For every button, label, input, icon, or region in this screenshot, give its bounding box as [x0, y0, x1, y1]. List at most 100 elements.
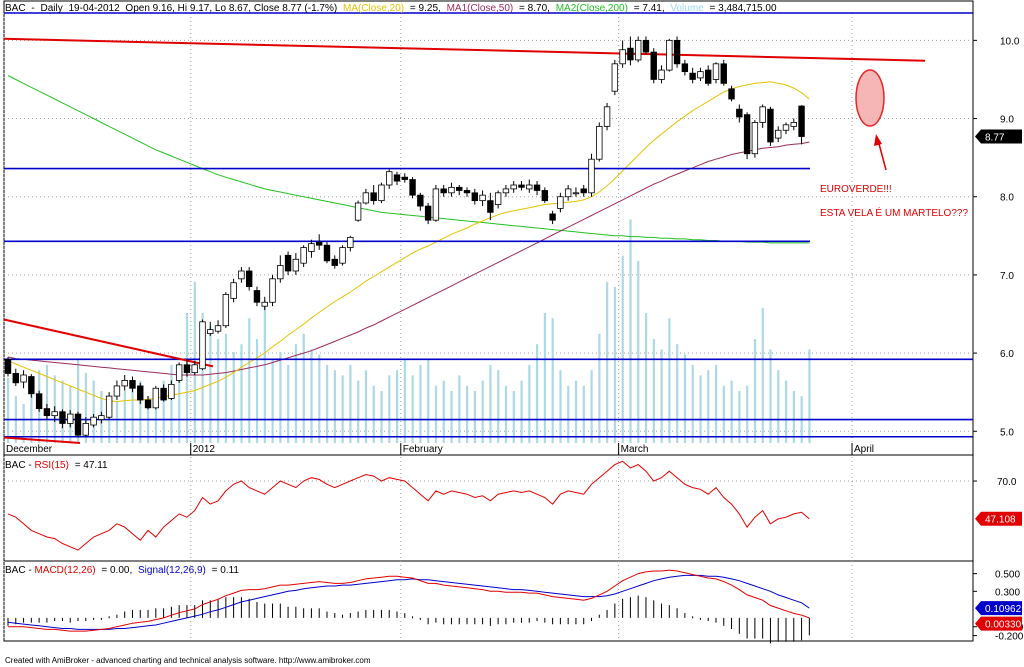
trend-lines: [3, 37, 926, 444]
candle-down: [137, 385, 144, 401]
macd-histogram-bar: [380, 609, 382, 618]
macd-tick-label: -0.200: [995, 632, 1024, 643]
volume-bar: [567, 385, 570, 443]
volume-bar: [582, 385, 585, 443]
volume-bar: [520, 380, 523, 443]
header-volume-label: Volume: [670, 3, 704, 14]
macd-histogram-bar: [248, 598, 250, 618]
candle-up: [526, 184, 533, 190]
macd-histogram-bar: [404, 613, 406, 618]
candle-down: [28, 376, 35, 395]
macd-histogram-bar: [723, 617, 725, 626]
volume-bar: [691, 365, 694, 443]
rsi-header-label: RSI(15): [34, 460, 68, 471]
volume-bar: [676, 344, 679, 443]
volume-bar: [551, 318, 554, 443]
macd-histogram-bar: [520, 617, 522, 623]
volume-bar: [644, 313, 648, 443]
candle-up: [121, 380, 128, 387]
volume-bar: [808, 349, 811, 443]
macd-histogram-bar: [373, 609, 375, 618]
candle-down: [471, 192, 478, 202]
volume-bar: [536, 344, 539, 443]
volume-bar: [255, 339, 259, 443]
macd-histogram-bar: [466, 617, 468, 625]
date-axis-label: February: [403, 444, 443, 455]
candle-up: [222, 294, 230, 327]
volume-bar: [792, 391, 795, 443]
red-trendline: [3, 318, 214, 368]
macd-histogram-bar: [287, 606, 289, 618]
candle-up: [191, 364, 198, 374]
volume-bar: [185, 313, 189, 443]
volume-bar: [162, 380, 165, 443]
macd-histogram-bar: [61, 617, 63, 622]
volume-bar: [769, 349, 772, 443]
price-pane-header: BAC - Daily 19-04-2012 Open 9.16, Hi 9.1…: [5, 3, 777, 14]
macd-histogram-bar: [552, 617, 554, 625]
rsi-pane: 70.0: [4, 460, 1017, 551]
macd-histogram-bar: [46, 617, 48, 623]
volume-bar: [77, 359, 80, 443]
volume-bar: [333, 370, 336, 443]
annotation-arrowhead: [874, 134, 882, 146]
macd-histogram-bar: [233, 597, 235, 618]
macd-histogram-bar: [707, 617, 709, 622]
macd-histogram-bar: [598, 614, 600, 618]
macd-histogram-bar: [388, 609, 390, 618]
candle-down: [689, 72, 696, 80]
macd-histogram-bar: [349, 613, 351, 618]
macd-histogram-bar: [342, 614, 344, 618]
macd-histogram-bar: [754, 617, 756, 639]
macd-histogram-bar: [746, 617, 748, 639]
macd-histogram-bar: [482, 617, 484, 625]
candle-down: [331, 258, 338, 266]
header-ma50-label: MA1(Close,50): [447, 3, 514, 14]
macd-histogram-bar: [435, 617, 437, 623]
macd-histogram-bar: [30, 617, 32, 623]
candle-up: [113, 385, 121, 397]
candle-up: [207, 329, 214, 334]
macd-histogram-bar: [108, 616, 110, 619]
macd-histogram-bar: [139, 609, 141, 618]
volume-bar: [30, 391, 33, 443]
header-sep: -: [31, 3, 34, 14]
candle-down: [767, 108, 774, 143]
volume-bar: [434, 385, 438, 443]
volume-bar: [224, 333, 228, 443]
volume-bar: [753, 339, 757, 443]
volume-bar: [341, 375, 344, 443]
volume-bar: [621, 255, 624, 443]
candle-up: [596, 125, 603, 160]
candle-down: [728, 88, 735, 100]
header-ma50-value: = 8.70,: [519, 3, 550, 14]
candle-down: [4, 358, 12, 374]
macd-histogram-bar: [762, 617, 764, 639]
macd-line: [8, 569, 810, 632]
volume-bar: [730, 380, 733, 443]
volume-bar: [302, 333, 305, 443]
macd-histogram-bar: [653, 600, 655, 618]
macd-histogram-bar: [567, 617, 569, 625]
candle-down: [183, 364, 191, 374]
macd-histogram-bar: [629, 597, 631, 618]
macd-histogram-bar: [209, 600, 211, 618]
volume-bar: [458, 375, 461, 443]
volume-bar: [427, 359, 430, 443]
macd-histogram-bar: [419, 617, 421, 620]
volume-bar: [450, 391, 453, 443]
macd-histogram-bar: [147, 609, 149, 618]
candle-up: [759, 106, 766, 123]
volume-bar: [598, 333, 601, 443]
macd-badge-box: [975, 616, 1022, 631]
macd-histogram-bar: [443, 617, 445, 625]
volume-bar: [637, 261, 640, 443]
volume-bar: [543, 313, 547, 443]
macd-histogram-bar: [668, 605, 670, 618]
candle-down: [743, 114, 751, 155]
candle-up: [386, 171, 393, 186]
macd-histogram-bar: [77, 617, 79, 622]
candle-down: [736, 108, 743, 118]
macd-histogram-bar: [217, 598, 219, 618]
